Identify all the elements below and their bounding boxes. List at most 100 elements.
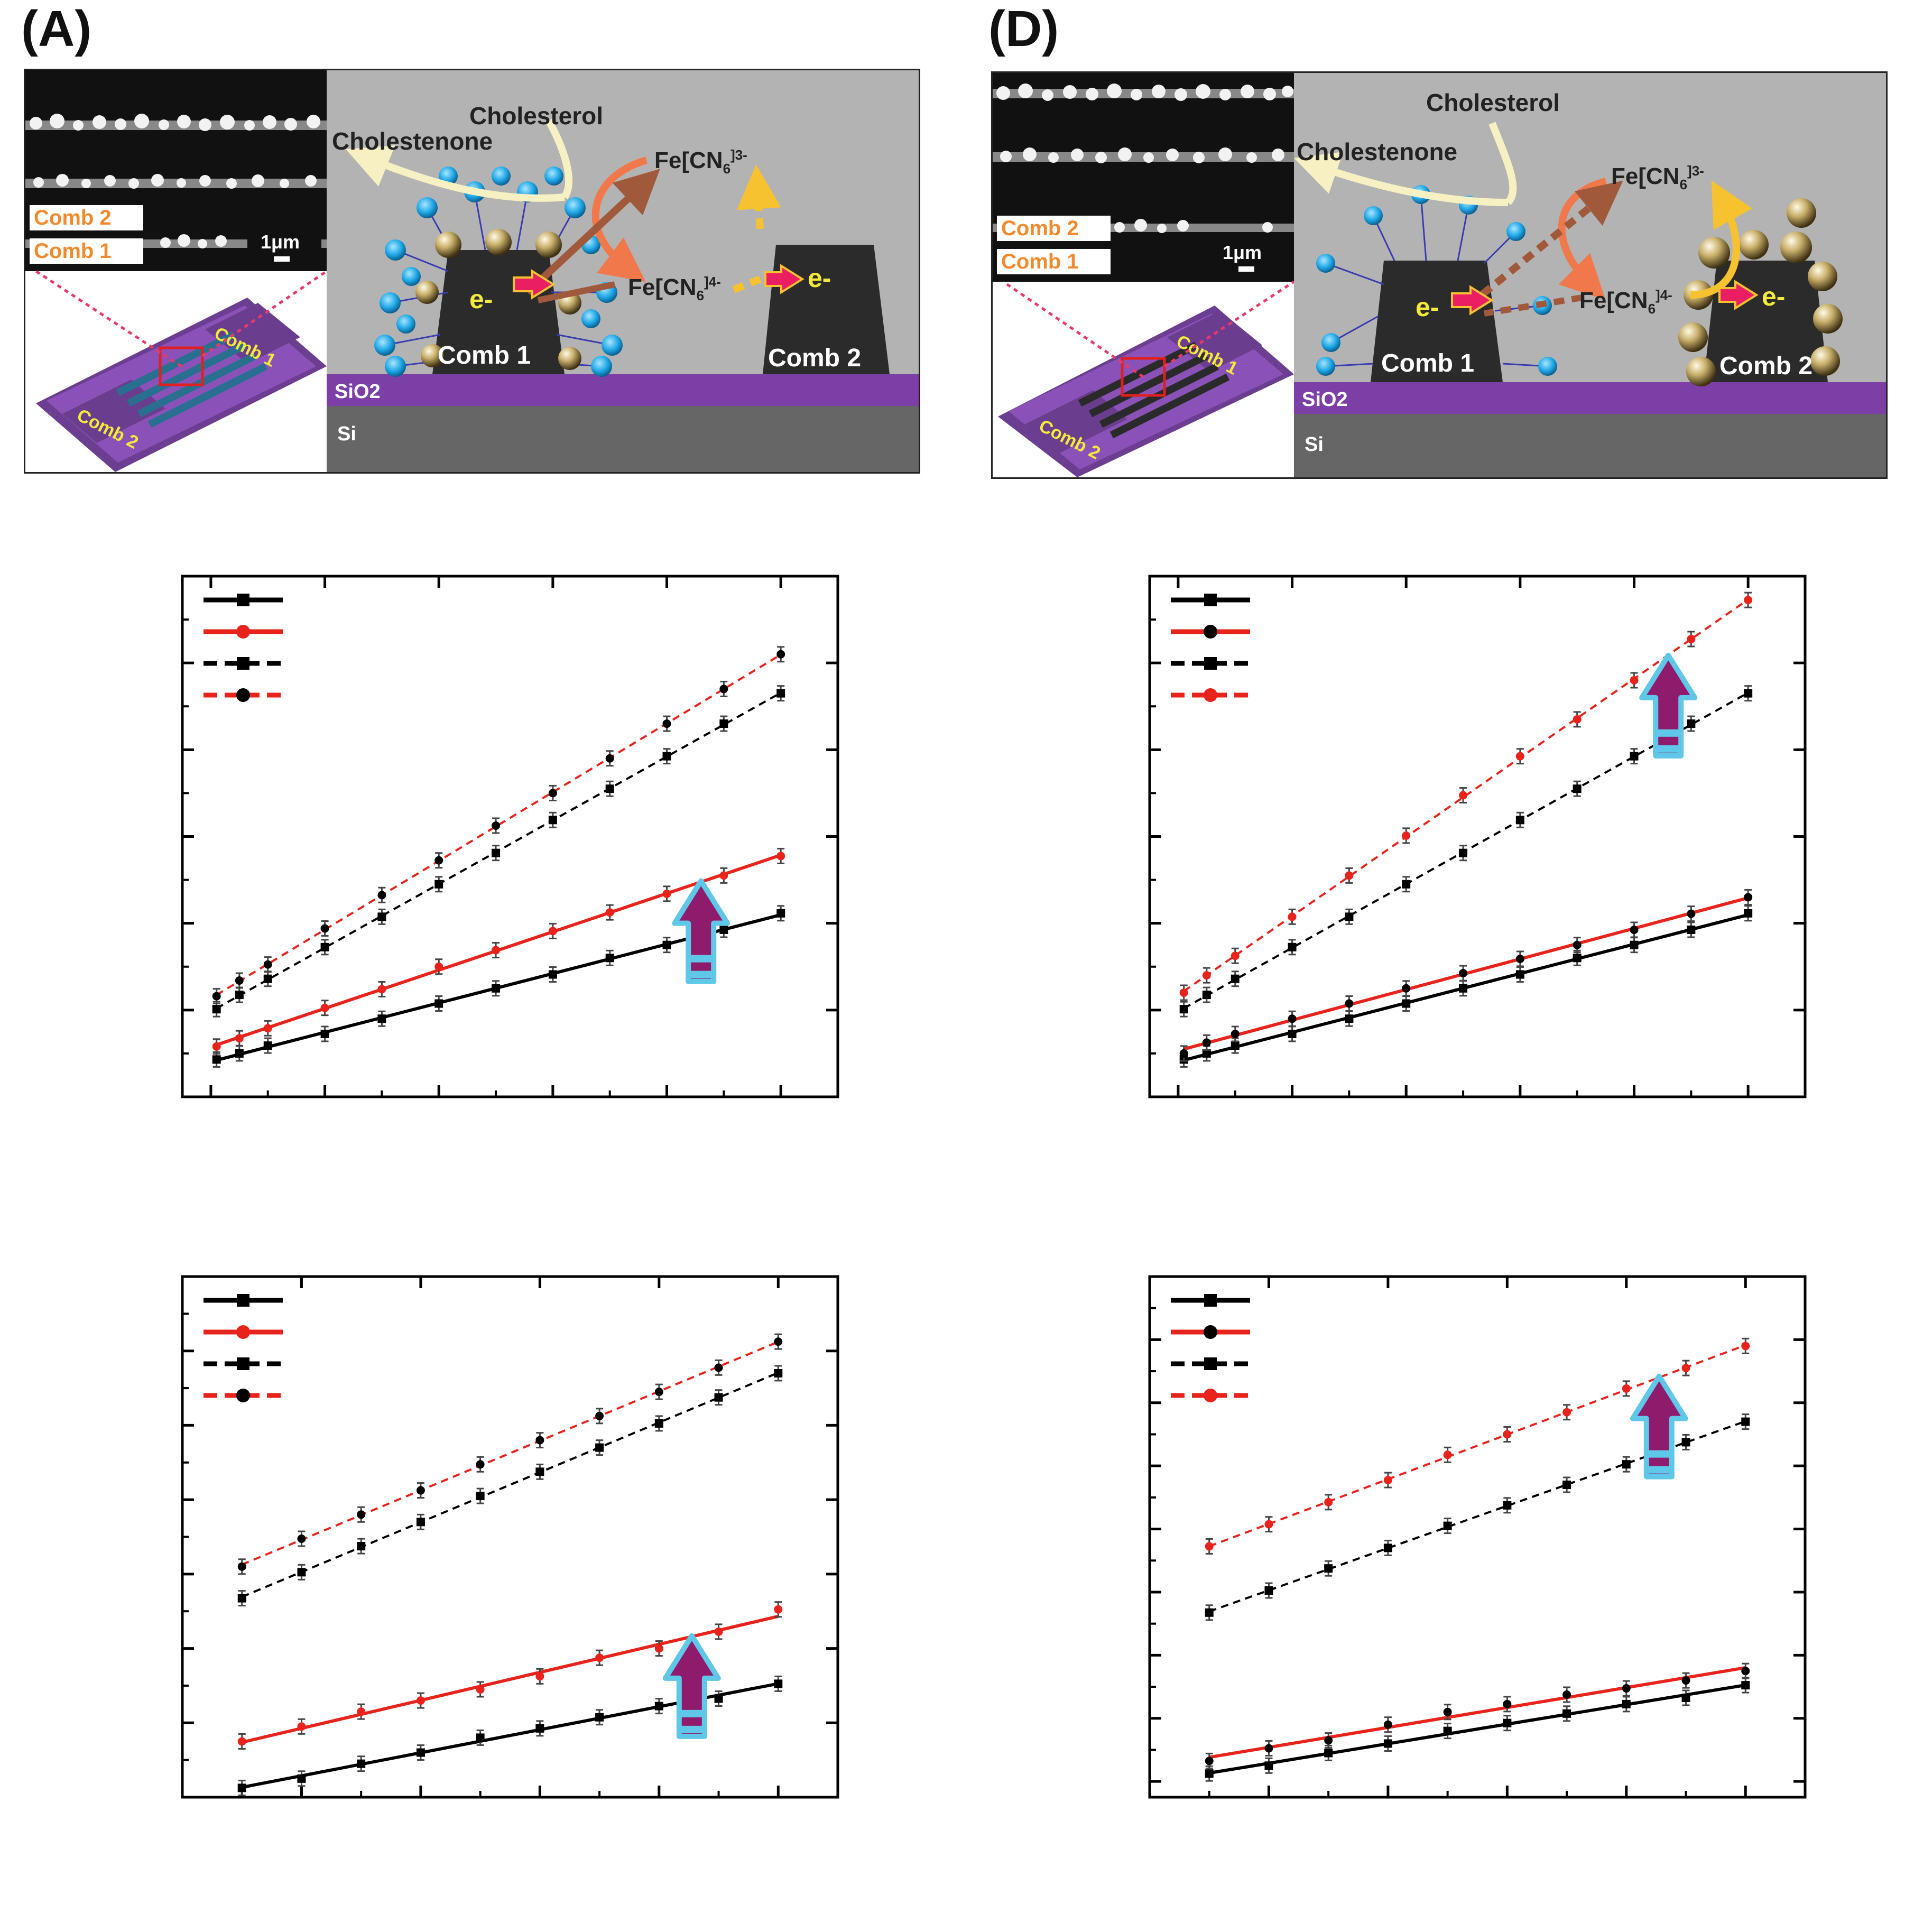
data-point-4	[434, 856, 443, 865]
data-point-1	[1459, 984, 1468, 993]
cholestenone-arrow	[346, 145, 565, 202]
comb2-label: Comb 2	[1719, 352, 1812, 380]
data-point-4	[492, 821, 501, 830]
data-point-1	[320, 1029, 329, 1038]
series-line-3	[241, 1372, 779, 1598]
schematic-panel-d: Comb 2 Comb 1 1μm Comb 1 Comb 2 SiO2	[991, 71, 1888, 479]
data-point-3	[1402, 880, 1411, 889]
data-point-4	[774, 1337, 783, 1346]
data-point-1	[595, 1713, 604, 1722]
data-point-3	[605, 784, 614, 793]
comb2-dashed-arrow-2	[732, 275, 762, 293]
data-point-3	[714, 1393, 723, 1402]
data-point-1	[1324, 1749, 1333, 1758]
data-point-2	[535, 1672, 544, 1681]
data-point-1	[1443, 1726, 1452, 1735]
data-point-3	[237, 1594, 246, 1603]
data-point-1	[416, 1748, 425, 1757]
electron-arrow-comb1	[513, 269, 556, 300]
scale-bar	[1238, 266, 1254, 272]
data-point-4	[1383, 1476, 1392, 1485]
comb2-arrow	[1690, 180, 1753, 299]
chip-illustration: Comb 1 Comb 2	[998, 306, 1294, 477]
data-point-2	[1681, 1676, 1690, 1685]
sio2-label: SiO2	[335, 381, 381, 403]
legend-marker-1	[1204, 594, 1217, 606]
data-point-1	[776, 909, 785, 918]
plot-frame	[181, 1275, 839, 1799]
data-point-1	[1630, 940, 1639, 949]
data-point-1	[1345, 1014, 1354, 1023]
data-point-3	[434, 880, 443, 889]
data-point-2	[1562, 1690, 1571, 1699]
sem-label-bg-comb1	[997, 249, 1111, 274]
sio2-layer	[1294, 382, 1886, 414]
data-point-1	[1622, 1699, 1631, 1708]
data-point-2	[492, 946, 501, 955]
scale-bar-label: 1μm	[261, 231, 300, 253]
data-point-2	[1324, 1736, 1333, 1745]
data-point-2	[1231, 1029, 1240, 1038]
data-point-1	[263, 1041, 272, 1050]
chart-c	[0, 1247, 920, 1932]
data-point-4	[1630, 676, 1639, 685]
data-point-1	[1562, 1709, 1571, 1718]
data-point-4	[377, 891, 386, 900]
series-line-2	[1209, 1666, 1746, 1759]
data-point-4	[1515, 752, 1524, 761]
legend-marker-1	[237, 1294, 249, 1307]
data-point-1	[1264, 1761, 1273, 1770]
data-point-2	[1179, 1049, 1188, 1058]
data-point-2	[377, 985, 386, 994]
data-point-1	[1741, 1681, 1750, 1690]
plot-frame	[1148, 575, 1807, 1098]
data-point-3	[1622, 1460, 1631, 1469]
electron-arrow-comb1	[1451, 285, 1494, 316]
data-point-3	[320, 942, 329, 951]
data-point-4	[1231, 951, 1240, 960]
data-point-1	[1687, 925, 1696, 934]
data-point-2	[1630, 925, 1639, 934]
data-point-4	[1503, 1430, 1512, 1439]
legend-marker-4	[1204, 688, 1217, 702]
data-point-1	[492, 984, 501, 993]
fe3-label: Fe[CN6]3-	[654, 147, 747, 177]
data-point-3	[1515, 816, 1524, 825]
si-layer	[327, 406, 919, 472]
data-point-3	[595, 1443, 604, 1452]
data-point-3	[377, 912, 386, 921]
data-point-4	[1264, 1520, 1273, 1529]
data-point-4	[719, 685, 728, 694]
data-point-3	[297, 1568, 306, 1577]
increase-arrow-band	[688, 955, 714, 963]
data-point-1	[1515, 970, 1524, 979]
series-line-1	[1209, 1683, 1746, 1775]
data-point-3	[357, 1542, 366, 1551]
cholestenone-label: Cholestenone	[332, 127, 493, 155]
cholesterol-label: Cholesterol	[1426, 89, 1560, 116]
legend-marker-2	[1204, 1325, 1217, 1339]
data-point-4	[320, 924, 329, 933]
data-point-4	[1687, 635, 1696, 644]
data-point-4	[1202, 971, 1211, 980]
legend-marker-2	[236, 625, 250, 639]
data-point-2	[1383, 1720, 1392, 1729]
data-point-2	[1687, 909, 1696, 918]
legend-marker-4	[236, 1389, 250, 1402]
increase-arrow-shape	[1630, 1373, 1688, 1480]
data-point-3	[476, 1492, 485, 1501]
data-point-2	[719, 871, 728, 880]
data-point-2	[776, 852, 785, 861]
scale-bar-bg	[1204, 237, 1291, 280]
data-point-3	[662, 752, 671, 761]
data-point-2	[662, 889, 671, 898]
data-point-1	[1383, 1739, 1392, 1748]
plot-frame	[181, 575, 839, 1098]
data-point-2	[1205, 1757, 1214, 1765]
data-point-1	[434, 999, 443, 1008]
increase-arrow-band	[1656, 729, 1681, 737]
data-point-1	[357, 1759, 366, 1768]
data-point-1	[1205, 1769, 1214, 1778]
cholesterol-arrow	[1488, 122, 1517, 205]
data-point-3	[1744, 689, 1753, 698]
